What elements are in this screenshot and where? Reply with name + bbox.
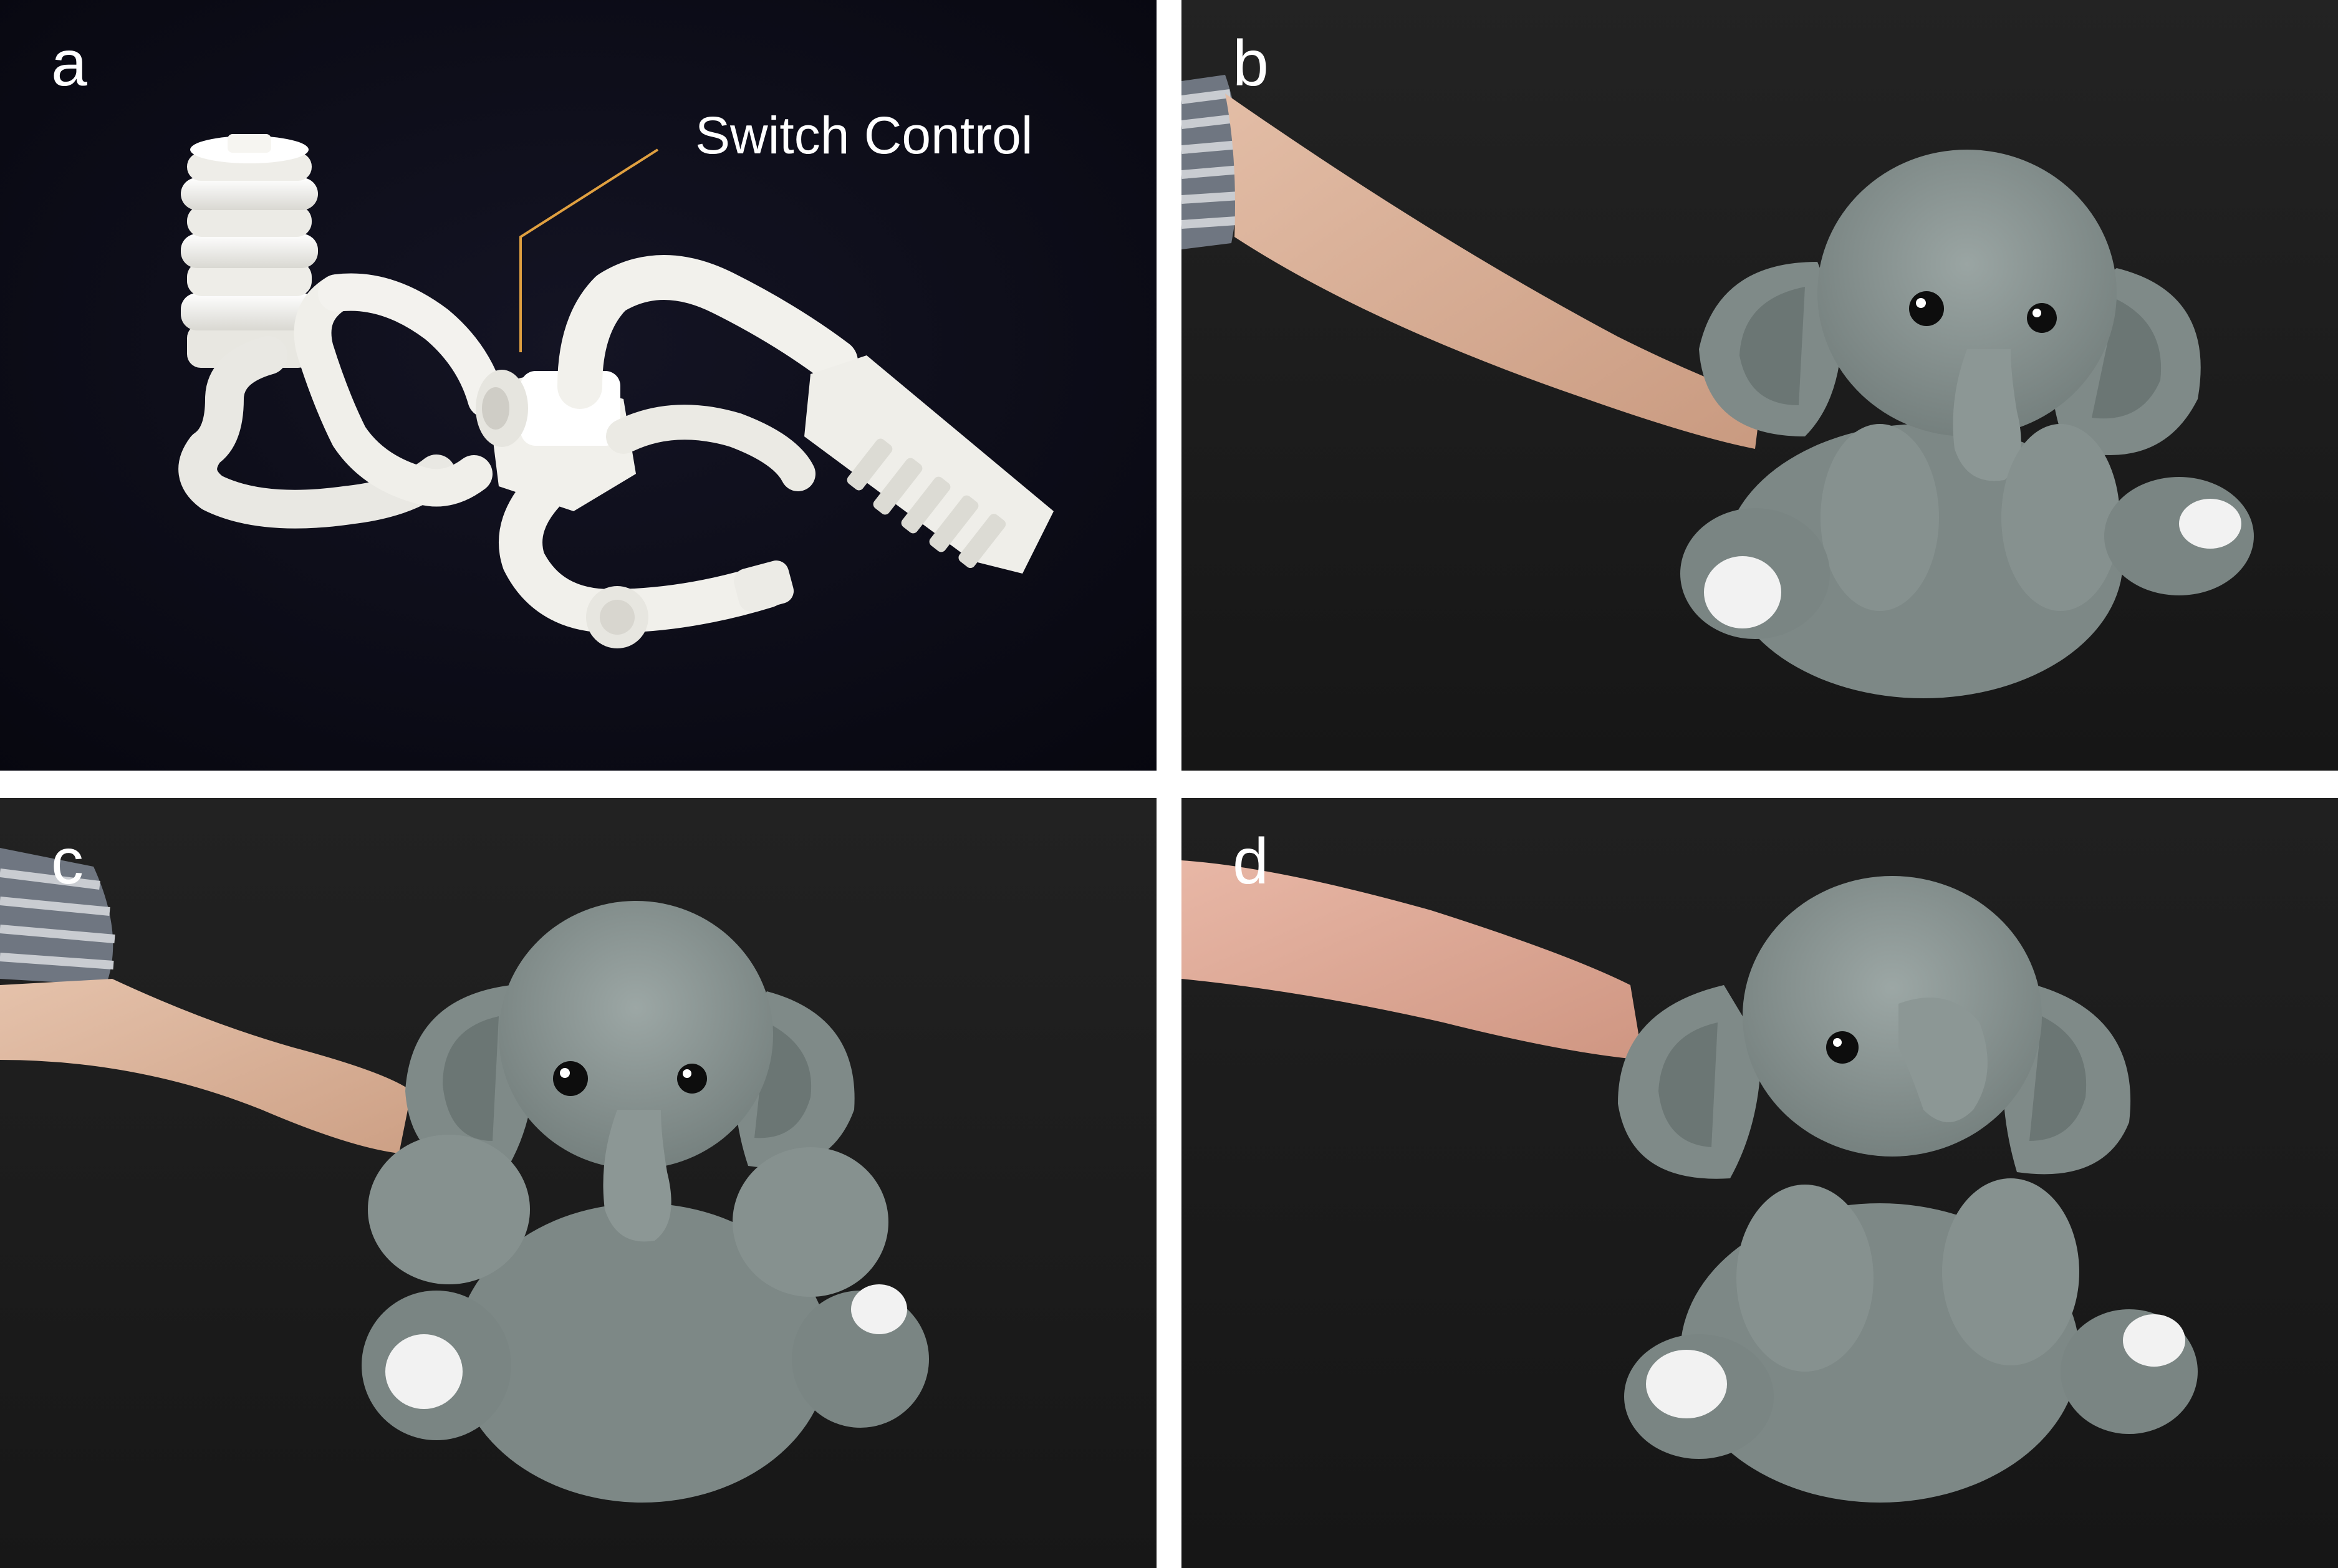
panel-letter-c: c xyxy=(51,825,84,898)
panel-letter-b: b xyxy=(1233,27,1269,100)
gripper-brush xyxy=(804,355,1054,574)
panel-b-photo xyxy=(1181,0,2338,771)
panel-c-photo xyxy=(0,798,1157,1568)
arm xyxy=(1181,860,1643,1060)
mechanism-body xyxy=(476,370,636,511)
panel-letter-d: d xyxy=(1233,825,1269,898)
striped-sleeve xyxy=(1181,75,1241,249)
arm xyxy=(0,979,411,1153)
switch-control-label: Switch Control xyxy=(695,106,1033,165)
arm xyxy=(1225,94,1761,449)
tubing xyxy=(178,273,505,529)
panel-a-photo xyxy=(0,0,1157,771)
plush-elephant xyxy=(1618,876,2198,1503)
panel-letter-a: a xyxy=(51,27,87,100)
lower-arm xyxy=(499,405,815,633)
panel-c: c xyxy=(0,798,1157,1568)
upper-arm xyxy=(557,255,858,409)
panel-b: b xyxy=(1181,0,2338,771)
callout-leader-line xyxy=(519,148,659,352)
panel-a: a Switch Control xyxy=(0,0,1157,771)
plush-elephant xyxy=(1680,150,2254,698)
panel-d-photo xyxy=(1181,798,2338,1568)
plush-elephant xyxy=(362,901,929,1503)
lower-arm-joint xyxy=(586,560,794,648)
striped-sleeve xyxy=(0,848,115,985)
panel-d: d xyxy=(1181,798,2338,1568)
